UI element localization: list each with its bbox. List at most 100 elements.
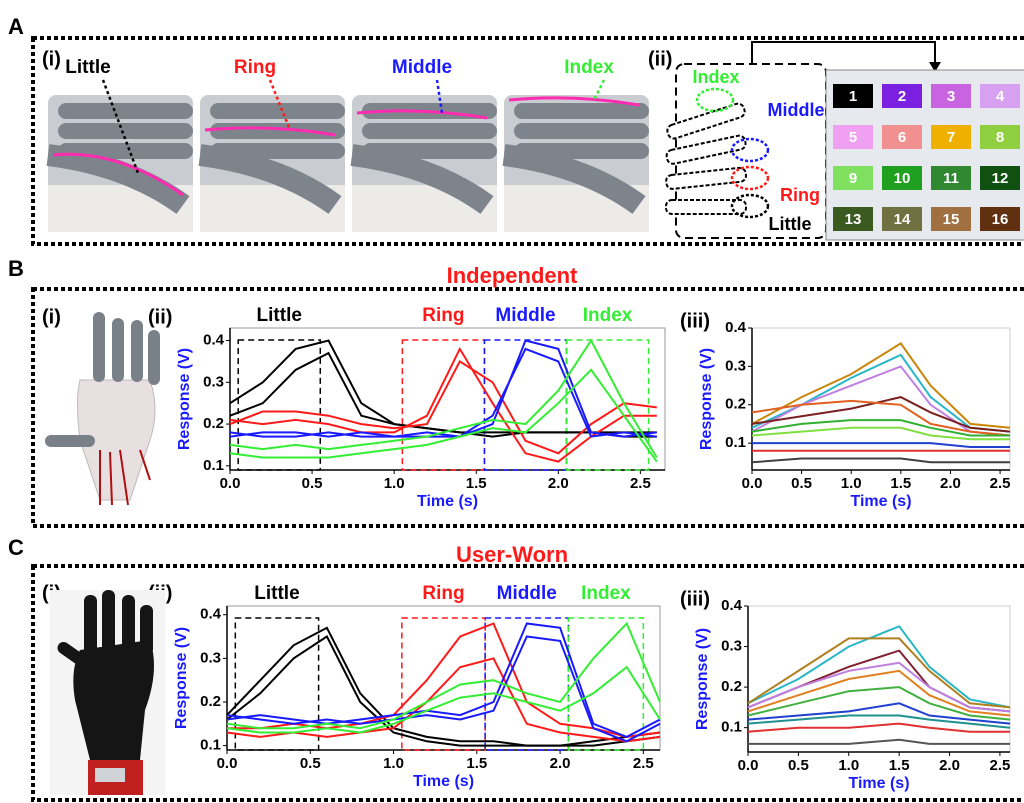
x-axis-label: Time (s): [417, 493, 478, 510]
finger-label: Little: [65, 57, 110, 78]
y-tick-label: 0.3: [200, 649, 221, 666]
finger-label: Middle: [392, 57, 452, 78]
hand-photo: [45, 312, 170, 510]
x-tick-label: 1.5: [889, 757, 910, 774]
y-axis-label: Response (V): [694, 628, 711, 730]
cell-label: 13: [845, 211, 862, 228]
x-tick-label: 0.0: [217, 755, 238, 772]
cell-label: 7: [947, 129, 955, 146]
sub-label: (iii): [680, 310, 710, 332]
panel-title: Independent: [447, 263, 578, 288]
finger-annotation: Little: [254, 583, 299, 604]
x-tick-label: 1.0: [384, 475, 405, 492]
x-tick-label: 0.5: [302, 475, 323, 492]
cell-label: 8: [996, 129, 1004, 146]
finger-region: [402, 340, 484, 470]
y-tick-label: 0.1: [725, 434, 746, 451]
x-tick-label: 2.5: [990, 475, 1011, 492]
panel-label: B: [8, 256, 24, 281]
x-tick-label: 2.5: [633, 755, 654, 772]
data-line: [748, 651, 1010, 712]
x-tick-label: 0.5: [791, 475, 812, 492]
x-tick-label: 2.0: [940, 475, 961, 492]
plot-frame: [752, 328, 1010, 470]
y-tick-label: 0.4: [200, 606, 222, 623]
cell-label: 10: [894, 170, 911, 187]
y-tick-label: 0.3: [725, 357, 746, 374]
x-tick-label: 0.5: [300, 755, 321, 772]
diagram-label: Little: [769, 214, 812, 234]
x-tick-label: 1.0: [383, 755, 404, 772]
x-tick-label: 1.5: [890, 475, 911, 492]
tube: [362, 123, 497, 139]
finger-annotation: Index: [583, 305, 633, 326]
cell-label: 9: [849, 170, 857, 187]
y-tick-label: 0.3: [203, 373, 224, 390]
data-line: [230, 361, 657, 453]
glove-photo: [50, 590, 165, 795]
finger-annotation: Middle: [497, 583, 557, 604]
tube: [514, 123, 649, 139]
x-axis-label: Time (s): [848, 775, 909, 792]
finger-annotation: Little: [257, 305, 302, 326]
cell-label: 5: [849, 129, 857, 146]
y-axis-label: Response (V): [698, 348, 715, 450]
sub-label: (i): [42, 306, 61, 328]
cell-label: 11: [943, 170, 959, 187]
data-line: [748, 724, 1010, 732]
sub-label: (iii): [680, 588, 710, 610]
x-tick-label: 0.0: [742, 475, 763, 492]
cell-label: 1: [849, 88, 857, 105]
sub-label: (ii): [148, 306, 172, 328]
y-axis-label: Response (V): [176, 348, 193, 450]
data-line: [230, 341, 657, 433]
x-tick-label: 1.5: [466, 475, 487, 492]
tube: [514, 103, 649, 119]
data-line: [752, 428, 1010, 440]
cell-label: 4: [996, 88, 1005, 105]
figure: A (i) (ii) B Independent (i) (ii) (iii) …: [0, 0, 1024, 803]
data-line: [748, 740, 1010, 744]
y-tick-label: 0.4: [203, 331, 225, 348]
y-tick-label: 0.2: [725, 396, 746, 413]
sensor-tube: [666, 102, 746, 140]
data-line: [752, 343, 1010, 427]
cell-label: 3: [947, 88, 955, 105]
x-tick-label: 2.0: [939, 757, 960, 774]
x-tick-label: 0.0: [738, 757, 759, 774]
y-tick-label: 0.1: [203, 457, 224, 474]
tube: [58, 103, 193, 119]
page: A (i) (ii) B Independent (i) (ii) (iii) …: [0, 0, 1024, 803]
diagram-label: Middle: [768, 100, 825, 120]
data-line: [752, 443, 1010, 447]
x-tick-label: 2.0: [548, 475, 569, 492]
x-tick-label: 2.0: [550, 755, 571, 772]
cell-label: 2: [898, 88, 906, 105]
y-tick-label: 0.2: [200, 693, 221, 710]
y-tick-label: 0.1: [200, 737, 221, 754]
finger-annotation: Ring: [422, 583, 464, 604]
y-axis-label: Response (V): [173, 627, 190, 729]
x-tick-label: 1.5: [466, 755, 487, 772]
data-line: [752, 459, 1010, 463]
panel-label: C: [8, 535, 24, 560]
panel-title: User-Worn: [456, 542, 568, 567]
cell-label: 16: [992, 211, 1009, 228]
cell-label: 14: [894, 211, 911, 228]
diagram-label: Index: [692, 67, 739, 87]
y-tick-label: 0.1: [721, 719, 742, 736]
panel-label: A: [8, 14, 24, 39]
x-tick-label: 1.0: [838, 757, 859, 774]
sub-label: (i): [42, 48, 61, 70]
x-tick-label: 0.5: [788, 757, 809, 774]
data-line: [748, 638, 1010, 707]
y-tick-label: 0.4: [721, 597, 743, 614]
x-tick-label: 1.0: [841, 475, 862, 492]
x-tick-label: 2.5: [630, 475, 651, 492]
x-tick-label: 0.0: [220, 475, 241, 492]
sensor-tube: [666, 167, 747, 189]
y-tick-label: 0.3: [721, 638, 742, 655]
y-tick-label: 0.4: [725, 319, 747, 336]
finger-label: Ring: [234, 57, 276, 78]
cell-label: 15: [943, 211, 960, 228]
